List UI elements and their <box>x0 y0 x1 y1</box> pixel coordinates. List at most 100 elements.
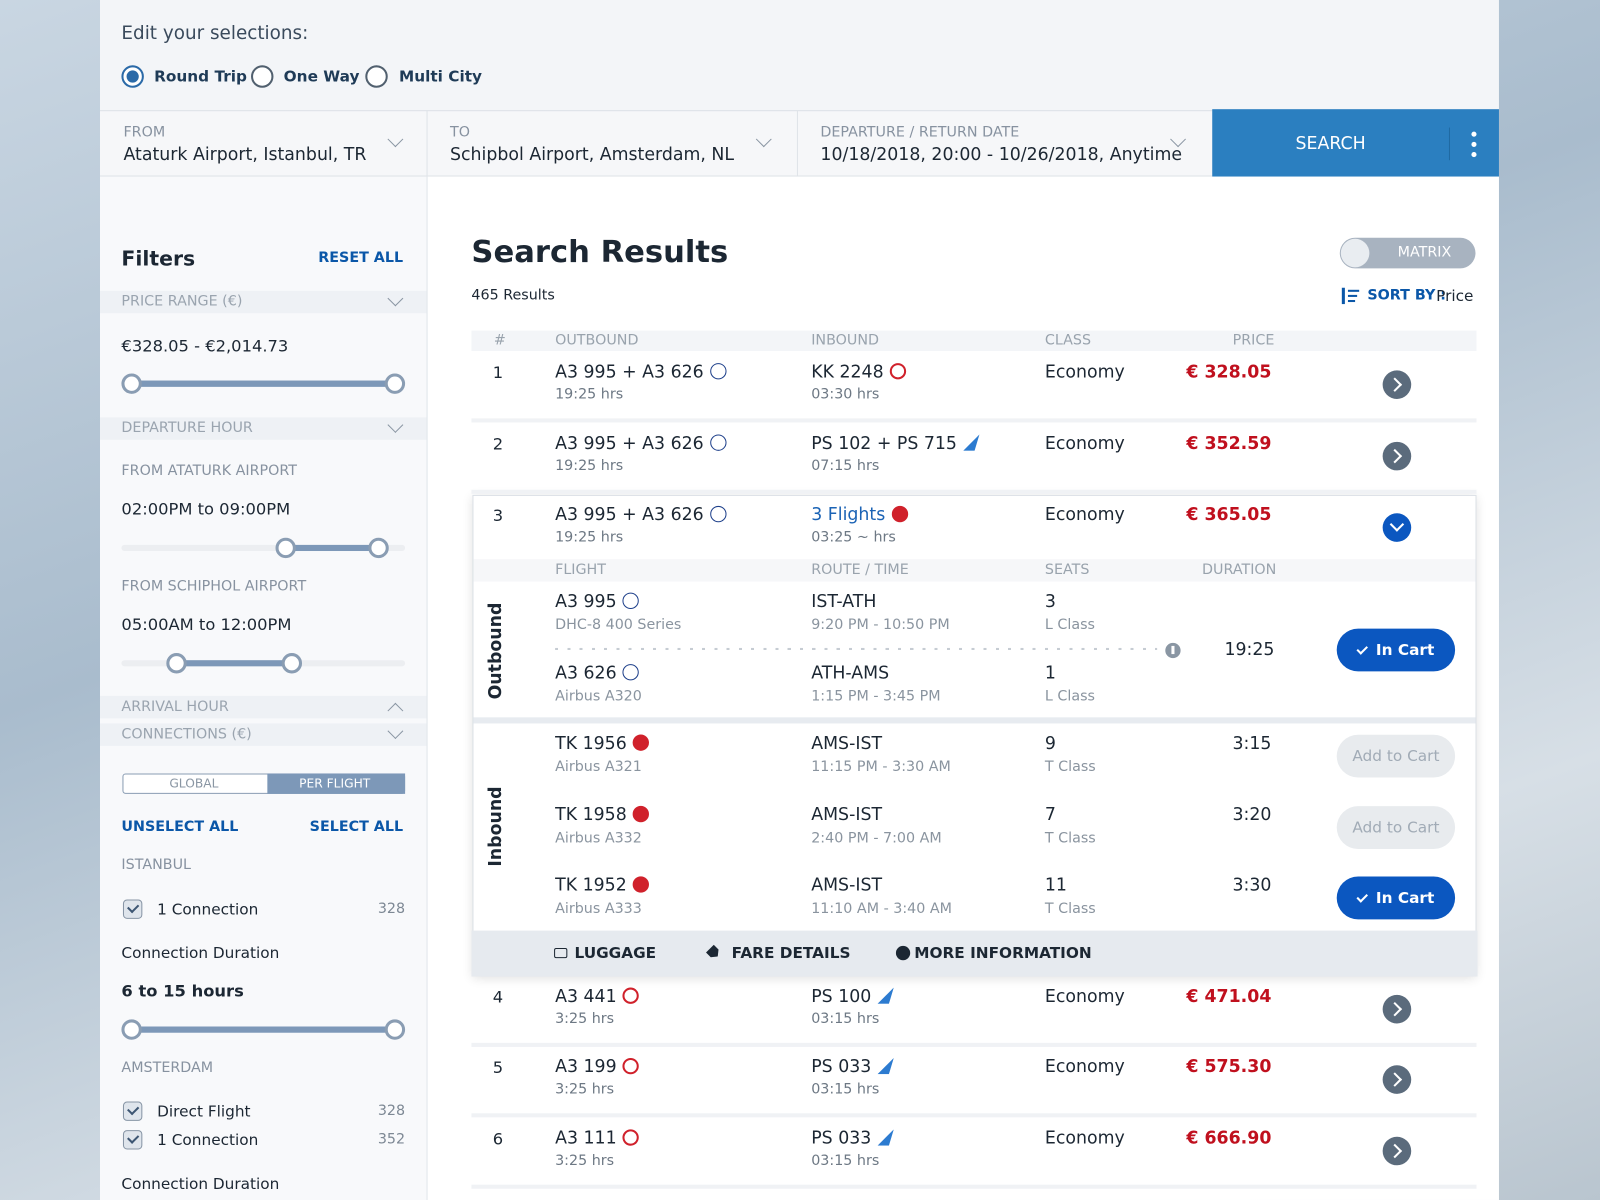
view-toggle-label[interactable]: MATRIX <box>1397 244 1452 261</box>
airline-icon <box>632 805 650 823</box>
cart-button[interactable]: In Cart <box>1336 628 1456 672</box>
seats: 1 <box>1044 663 1056 684</box>
row-number: 2 <box>492 434 504 454</box>
slider-knob[interactable] <box>121 1019 142 1040</box>
search-button-label[interactable]: SEARCH <box>1295 133 1366 154</box>
slider-knob[interactable] <box>121 373 142 394</box>
outbound: A3 995 + A3 626 <box>555 362 727 383</box>
radio[interactable] <box>121 65 144 88</box>
trip-type-label[interactable]: Round Trip <box>154 67 247 86</box>
detail-link[interactable]: MORE INFORMATION <box>914 943 1092 963</box>
outbound-text: A3 995 + A3 626 <box>555 362 704 383</box>
column-label: PRICE <box>1232 332 1275 349</box>
reset-all[interactable]: RESET ALL <box>318 249 404 266</box>
check-icon <box>1356 890 1369 903</box>
section-label[interactable]: ARRIVAL HOUR <box>121 698 229 715</box>
field-value[interactable]: 10/18/2018, 20:00 - 10/26/2018, Anytime <box>820 144 1183 166</box>
cart-button-label: In Cart <box>1375 888 1435 908</box>
info-icon <box>1165 642 1181 659</box>
select-all[interactable]: SELECT ALL <box>309 818 404 836</box>
cart-button-label: In Cart <box>1375 640 1435 660</box>
detail-link[interactable]: LUGGAGE <box>574 943 657 963</box>
slider-knob[interactable] <box>166 653 187 674</box>
slider-knob[interactable] <box>384 1019 406 1040</box>
section-band <box>99 723 427 746</box>
outbound-text: A3 199 <box>555 1056 617 1078</box>
route: ATH-AMS <box>811 663 890 684</box>
sidebar <box>99 176 428 1200</box>
slider-track <box>121 544 406 552</box>
option-count: 328 <box>377 1102 406 1119</box>
search-button[interactable] <box>1212 109 1499 177</box>
checkbox[interactable] <box>122 1130 143 1150</box>
airline-icon <box>877 987 894 1004</box>
slider-knob[interactable] <box>368 537 389 559</box>
trip-type-label[interactable]: Multi City <box>398 67 483 86</box>
section-label[interactable]: DEPARTURE HOUR <box>121 419 253 437</box>
detail-column: DURATION <box>1202 561 1277 579</box>
seat-class: T Class <box>1044 830 1096 847</box>
field-value[interactable]: Schipbol Airport, Amsterdam, NL <box>449 144 735 166</box>
airline-icon <box>709 434 727 451</box>
section-label[interactable]: PRICE RANGE (€) <box>121 293 243 310</box>
mode-label[interactable]: GLOBAL <box>169 776 219 791</box>
unselect-all[interactable]: UNSELECT ALL <box>121 818 239 836</box>
airline-icon <box>622 987 640 1004</box>
trip-type-label[interactable]: One Way <box>283 67 360 86</box>
inbound-duration: 07:15 hrs <box>811 457 880 475</box>
field-label: FROM <box>123 124 166 141</box>
airline-icon <box>877 1057 894 1075</box>
toggle-knob <box>1340 238 1370 268</box>
slider-knob[interactable] <box>281 653 303 674</box>
radio[interactable] <box>365 65 388 88</box>
row-toggle[interactable] <box>1382 513 1412 542</box>
row-toggle[interactable] <box>1382 370 1412 399</box>
column-label: OUTBOUND <box>555 332 639 349</box>
field-value[interactable]: Ataturk Airport, Istanbul, TR <box>123 144 367 166</box>
section-band <box>99 695 427 719</box>
radio[interactable] <box>251 65 274 88</box>
cart-button[interactable]: Add to Cart <box>1336 734 1456 778</box>
slider-knob[interactable] <box>384 373 406 394</box>
inbound-duration: 03:30 hrs <box>811 386 880 403</box>
outbound: A3 995 + A3 626 <box>555 433 727 454</box>
seat-class: L Class <box>1044 688 1095 705</box>
mode-label[interactable]: PER FLIGHT <box>299 776 371 791</box>
row-separator <box>471 1184 1477 1189</box>
duration: 3:30 <box>1232 875 1272 896</box>
airline-icon <box>709 363 727 380</box>
cart-button[interactable]: In Cart <box>1336 876 1456 920</box>
fare-class: Economy <box>1044 1056 1125 1078</box>
inbound-duration: 03:15 hrs <box>811 1152 880 1169</box>
row-toggle[interactable] <box>1382 1065 1412 1094</box>
outbound-duration: 19:25 hrs <box>555 529 624 546</box>
airline-icon <box>891 505 908 523</box>
outbound-duration: 19:25 hrs <box>555 386 624 403</box>
row-toggle[interactable] <box>1382 1136 1412 1166</box>
fare-class: Economy <box>1044 504 1125 526</box>
detail-column: FLIGHT <box>555 561 607 579</box>
cart-button[interactable]: Add to Cart <box>1336 806 1456 849</box>
airline-icon <box>622 664 640 681</box>
info-icon <box>895 945 911 961</box>
checkbox[interactable] <box>122 1101 143 1121</box>
row-toggle[interactable] <box>1382 994 1412 1024</box>
sort-label[interactable]: SORT BY : <box>1367 287 1446 304</box>
view-toggle[interactable] <box>1339 237 1476 269</box>
detail-link[interactable]: FARE DETAILS <box>731 943 851 963</box>
sort-icon-bar <box>1347 299 1356 303</box>
mode-selected <box>267 773 406 794</box>
route: IST-ATH <box>811 591 877 613</box>
row-toggle[interactable] <box>1382 441 1412 471</box>
filters-title: Filters <box>121 245 196 271</box>
checkbox[interactable] <box>122 899 143 919</box>
flight-text: TK 1952 <box>555 875 627 896</box>
slider-knob[interactable] <box>275 537 296 559</box>
field-label: DEPARTURE / RETURN DATE <box>820 124 1020 141</box>
route: AMS-IST <box>811 733 883 754</box>
airline-icon <box>632 876 650 893</box>
column-label: CLASS <box>1044 332 1092 349</box>
field-divider <box>426 110 428 177</box>
section-label[interactable]: CONNECTIONS (€) <box>121 726 252 743</box>
